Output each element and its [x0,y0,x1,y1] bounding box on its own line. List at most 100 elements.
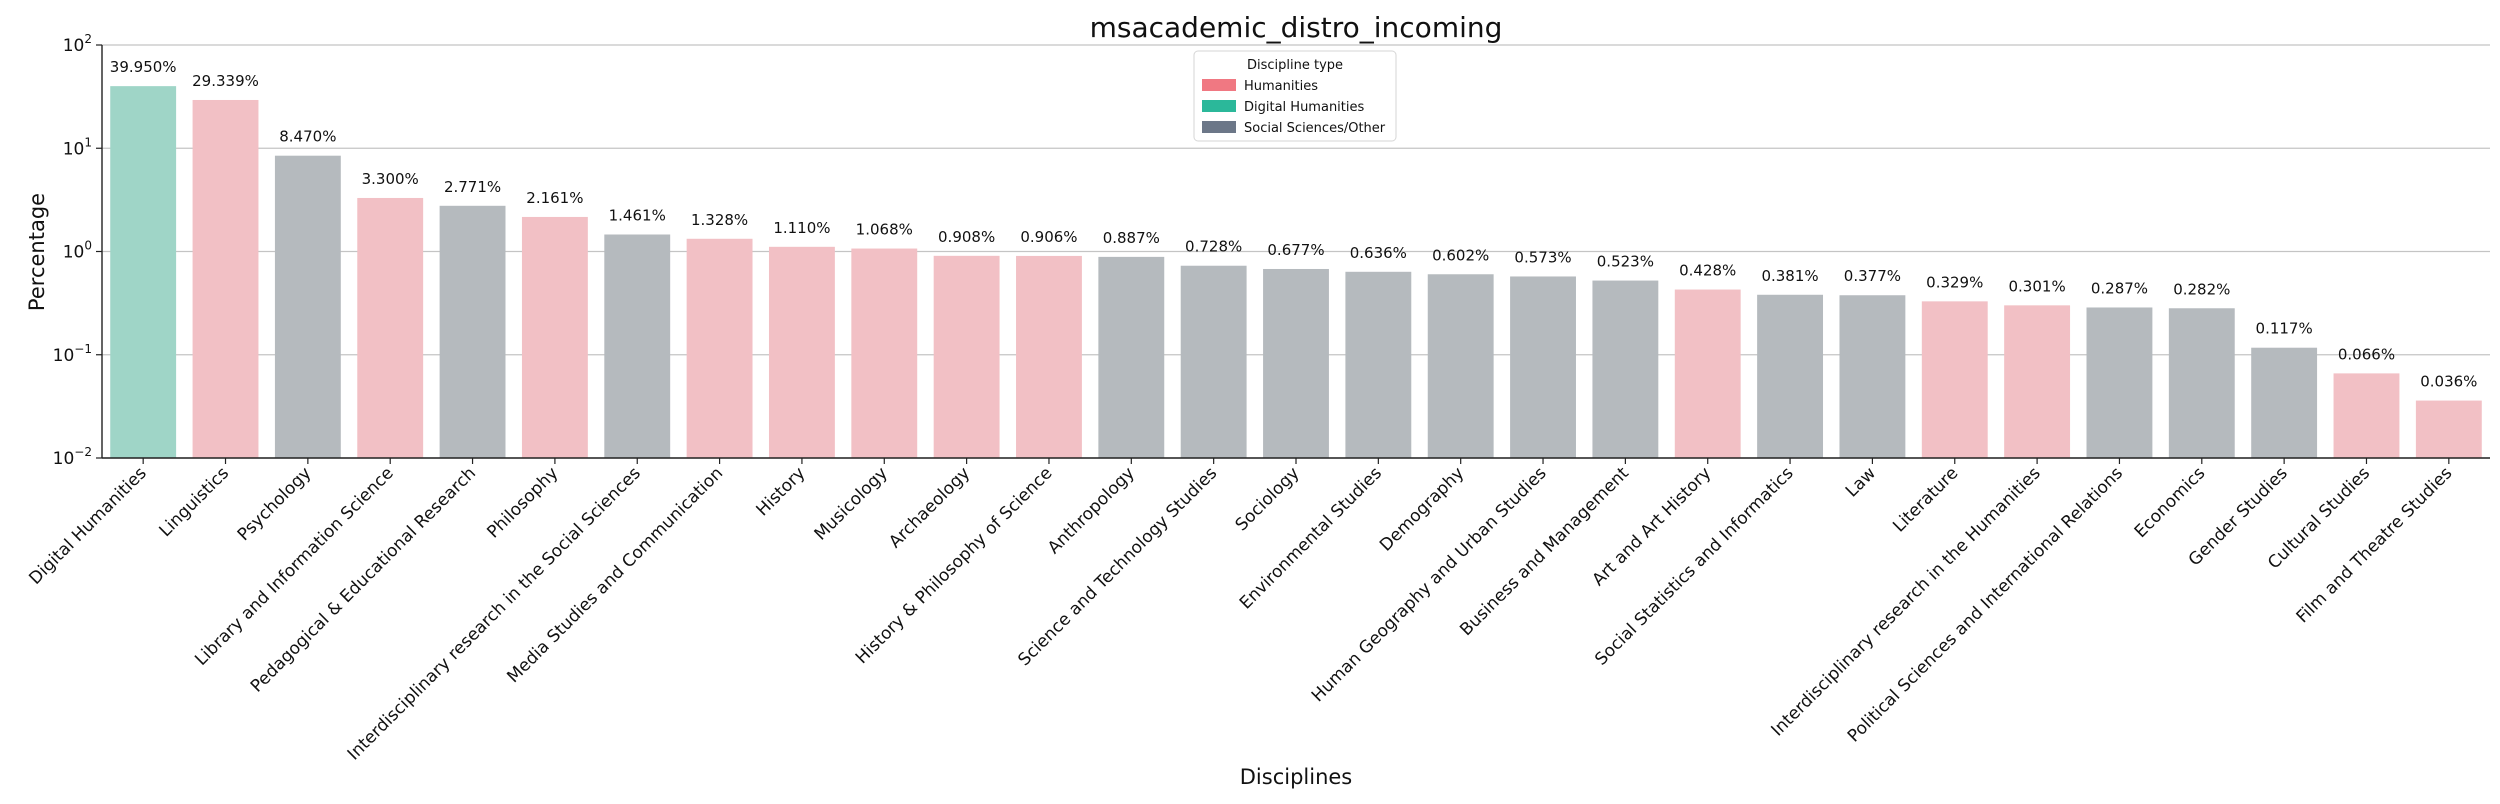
data-label: 0.906% [1020,228,1077,246]
y-tick-base: 10 [53,449,75,469]
bar [851,248,918,458]
bar [2333,373,2400,458]
data-label: 1.110% [773,219,830,237]
bar [768,246,835,458]
bar [1510,276,1576,458]
y-tick-label: 102 [63,32,92,56]
legend-label: Humanities [1244,79,1318,94]
x-tick-label: Psychology [234,463,316,545]
data-label: 0.602% [1432,246,1489,264]
data-label: 0.377% [1844,267,1901,285]
y-tick-exponent: 2 [84,32,92,46]
x-tick-label: Literature [1889,463,1962,536]
bar [1674,289,1741,458]
bar [274,155,341,458]
bar [1016,255,1082,458]
data-label: 2.161% [526,189,583,207]
y-tick-exponent: 1 [84,135,92,149]
data-label: 0.728% [1185,238,1242,256]
bar [933,255,1000,458]
bar [1592,280,1659,458]
legend: Discipline type Humanities Digital Humanit… [1193,50,1397,142]
data-label: 0.066% [2338,345,2395,363]
legend-label: Digital Humanities [1244,100,1364,115]
data-label: 0.523% [1597,253,1654,271]
x-tick-label: Economics [2131,463,2210,542]
data-label: 29.339% [192,72,259,90]
data-label: 0.036% [2420,373,2477,391]
x-tick-label: History [753,463,810,520]
bar [2086,307,2153,458]
data-label: 1.461% [609,206,666,224]
data-label: 0.636% [1350,244,1407,262]
x-tick-label: Interdisciplinary research in the Social… [344,463,645,764]
legend-swatch [1202,121,1236,133]
y-tick-base: 10 [63,36,85,56]
bar [192,99,259,459]
data-label: 2.771% [444,178,501,196]
bar [1263,268,1329,458]
y-tick-label: 100 [63,239,92,263]
y-tick-base: 10 [63,139,85,159]
data-label: 0.887% [1103,229,1160,247]
x-tick-label: Linguistics [155,463,233,541]
bar [1180,265,1247,458]
bars [110,86,2482,459]
legend-label: Social Sciences/Other [1244,121,1386,136]
x-tick-label: Environmental Studies [1236,463,1386,613]
bar [1427,274,1494,458]
y-tick-exponent: 0 [84,239,92,253]
data-label: 0.117% [2256,320,2313,338]
bar [1345,271,1412,458]
data-label: 39.950% [110,58,177,76]
y-tick-exponent: −1 [74,342,92,356]
x-axis-label: Disciplines [1240,765,1353,789]
y-tick-label: 10−1 [53,342,92,366]
data-label: 3.300% [362,170,419,188]
data-label: 0.282% [2173,280,2230,298]
data-label: 1.328% [691,211,748,229]
x-tick-label: Business and Management [1456,463,1633,640]
data-label: 8.470% [279,128,336,146]
legend-swatch [1202,100,1236,112]
x-tick-label: Archaeology [885,463,974,552]
bar [2415,400,2482,458]
data-label: 0.301% [2009,277,2066,295]
bar [1921,301,1988,458]
legend-title: Discipline type [1247,58,1343,73]
bar [357,197,424,458]
y-tick-base: 10 [53,346,75,366]
x-tick-label: Film and Theatre Studies [2293,463,2457,627]
legend-swatch [1202,79,1236,91]
chart-title: msacademic_distro_incoming [1090,11,1503,44]
data-label: 0.428% [1679,262,1736,280]
x-tick-label: Demography [1376,463,1468,555]
legend-frame [1193,50,1397,142]
x-tick-label: Musicology [811,463,892,544]
data-label: 0.677% [1267,241,1324,259]
x-tick-label: Digital Humanities [25,463,150,588]
bar [2004,305,2071,458]
axes [96,44,2490,464]
data-label: 1.068% [856,221,913,239]
bar [604,234,671,458]
data-label: 0.329% [1926,273,1983,291]
y-tick-exponent: −2 [74,445,92,459]
bar [1839,295,1906,458]
bar [2168,308,2235,458]
data-label: 0.287% [2091,279,2148,297]
bar [110,86,177,458]
bar [521,216,588,458]
bar [686,238,753,458]
y-tick-base: 10 [63,243,85,263]
data-label: 0.908% [938,228,995,246]
y-axis-label: Percentage [25,193,49,311]
x-tick-label: Anthropology [1044,463,1139,558]
x-tick-label: Sociology [1232,463,1304,535]
bar [439,205,506,458]
x-tick-label: Political Sciences and International Rel… [1844,463,2127,746]
data-label: 0.381% [1761,267,1818,285]
y-tick-label: 10−2 [53,445,92,469]
